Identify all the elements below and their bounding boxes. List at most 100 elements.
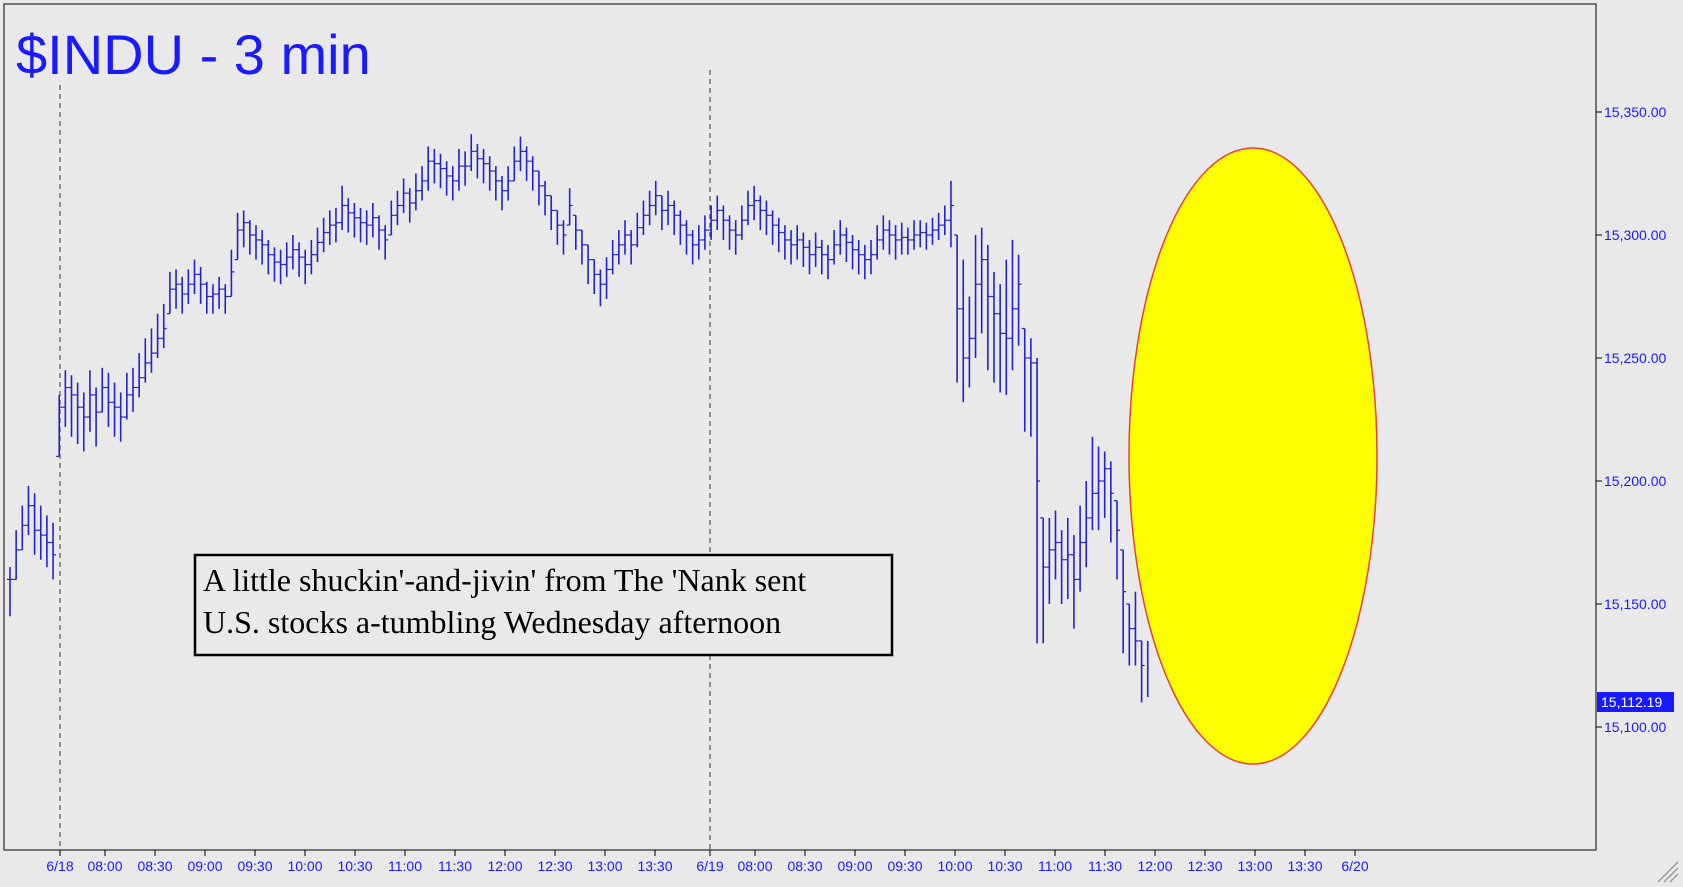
- time-axis-label: 12:30: [1187, 858, 1222, 874]
- price-bar: [831, 230, 838, 265]
- resize-grip-icon[interactable]: [1657, 861, 1679, 883]
- price-bar: [462, 151, 469, 186]
- price-bar: [911, 220, 918, 250]
- price-bar: [314, 227, 321, 263]
- price-bar: [683, 220, 690, 255]
- price-bar: [80, 392, 87, 452]
- time-axis-label: 08:30: [787, 858, 822, 874]
- price-bar: [388, 200, 395, 236]
- price-bar: [142, 338, 149, 383]
- price-bar: [406, 188, 413, 223]
- price-bar: [665, 190, 672, 226]
- price-bar: [425, 146, 432, 191]
- price-bar: [947, 180, 954, 248]
- price-axis-label: 15,100.00: [1604, 719, 1666, 735]
- price-bar: [240, 210, 247, 248]
- price-bar: [923, 222, 930, 250]
- price-bar: [751, 185, 758, 221]
- price-bar: [671, 200, 678, 235]
- price-bar: [658, 195, 665, 231]
- price-bar: [1077, 505, 1084, 592]
- price-bar: [160, 303, 167, 349]
- price-bar: [714, 195, 721, 231]
- time-axis-label: 6/18: [46, 858, 73, 874]
- price-bar: [640, 200, 647, 235]
- price-bar: [529, 156, 536, 191]
- price-bar: [1138, 640, 1145, 703]
- price-bar: [259, 230, 266, 265]
- price-bar: [917, 220, 924, 248]
- price-bar: [468, 134, 475, 172]
- price-bar: [296, 242, 303, 277]
- price-bar: [1003, 259, 1010, 395]
- price-bar: [394, 190, 401, 226]
- time-axis-label: 12:00: [487, 858, 522, 874]
- price-bar: [615, 230, 622, 265]
- price-bar: [1058, 530, 1065, 604]
- price-bar: [382, 225, 389, 260]
- price-bar: [234, 212, 241, 261]
- price-bar: [997, 284, 1004, 393]
- price-bar: [597, 269, 604, 307]
- price-bar: [794, 225, 801, 260]
- price-bar: [492, 166, 499, 201]
- price-bar: [695, 225, 702, 260]
- price-bar: [50, 522, 57, 580]
- time-axis-label: 10:30: [987, 858, 1022, 874]
- price-bar: [203, 281, 210, 314]
- time-axis-label: 10:30: [337, 858, 372, 874]
- price-bar: [800, 232, 807, 267]
- price-bar: [216, 276, 223, 309]
- price-bar: [1132, 591, 1139, 666]
- price-bar: [339, 185, 346, 231]
- time-axis-label: 13:30: [637, 858, 672, 874]
- time-axis-label: 09:00: [837, 858, 872, 874]
- price-bar: [431, 148, 438, 184]
- price-bar: [763, 200, 770, 235]
- price-bar: [701, 215, 708, 250]
- price-bar: [271, 247, 278, 282]
- last-price-label: 15,112.19: [1601, 694, 1662, 710]
- time-axis-label: 12:30: [537, 858, 572, 874]
- price-bar: [246, 220, 253, 255]
- price-bar: [1114, 500, 1120, 580]
- price-bar: [689, 230, 696, 265]
- time-axis-label: 09:30: [887, 858, 922, 874]
- price-bar: [99, 367, 106, 413]
- price-bar: [412, 173, 419, 211]
- time-axis-label: 09:00: [187, 858, 222, 874]
- price-axis-label: 15,200.00: [1604, 473, 1666, 489]
- price-bar: [376, 215, 382, 250]
- price-bar: [345, 198, 352, 233]
- last-price-tag: [1597, 692, 1674, 712]
- chart-title: $INDU - 3 min: [16, 23, 371, 86]
- session-break-lines: [59, 70, 711, 850]
- price-bar: [1015, 254, 1022, 346]
- price-bar: [154, 313, 161, 358]
- price-bar: [812, 232, 819, 267]
- price-bar: [505, 166, 512, 201]
- price-bar: [499, 175, 505, 211]
- price-bar: [13, 530, 20, 581]
- price-bar: [738, 205, 745, 240]
- time-axis-label: 6/19: [696, 858, 723, 874]
- price-bar: [720, 205, 727, 240]
- price-bar: [1021, 327, 1028, 432]
- price-bar: [1046, 517, 1053, 604]
- price-bar: [117, 392, 124, 442]
- price-bar: [622, 220, 628, 255]
- price-bar: [652, 180, 659, 216]
- price-bar: [123, 372, 130, 420]
- price-bar: [585, 244, 592, 285]
- time-axis-label: 08:00: [87, 858, 122, 874]
- highlight-ellipse: [1128, 147, 1378, 765]
- time-axis-label: 08:30: [137, 858, 172, 874]
- price-bar: [745, 190, 751, 226]
- time-axis-label: 12:00: [1137, 858, 1172, 874]
- price-bar: [68, 375, 75, 437]
- time-axis-label: 11:30: [438, 858, 472, 874]
- price-bar: [517, 136, 524, 172]
- price-bar: [1083, 481, 1090, 568]
- price-bar: [308, 239, 315, 275]
- price-bar: [25, 485, 32, 536]
